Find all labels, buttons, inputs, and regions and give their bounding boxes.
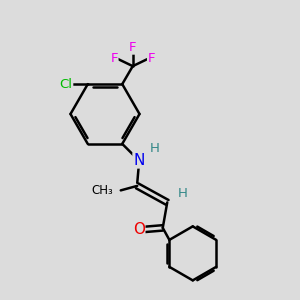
Text: F: F — [110, 52, 118, 65]
Text: O: O — [133, 222, 145, 237]
Text: Cl: Cl — [60, 78, 73, 91]
Text: H: H — [149, 142, 159, 155]
Text: F: F — [129, 41, 136, 54]
Text: N: N — [133, 153, 144, 168]
Text: H: H — [177, 188, 187, 200]
Text: F: F — [148, 52, 155, 65]
Text: CH₃: CH₃ — [91, 184, 113, 197]
